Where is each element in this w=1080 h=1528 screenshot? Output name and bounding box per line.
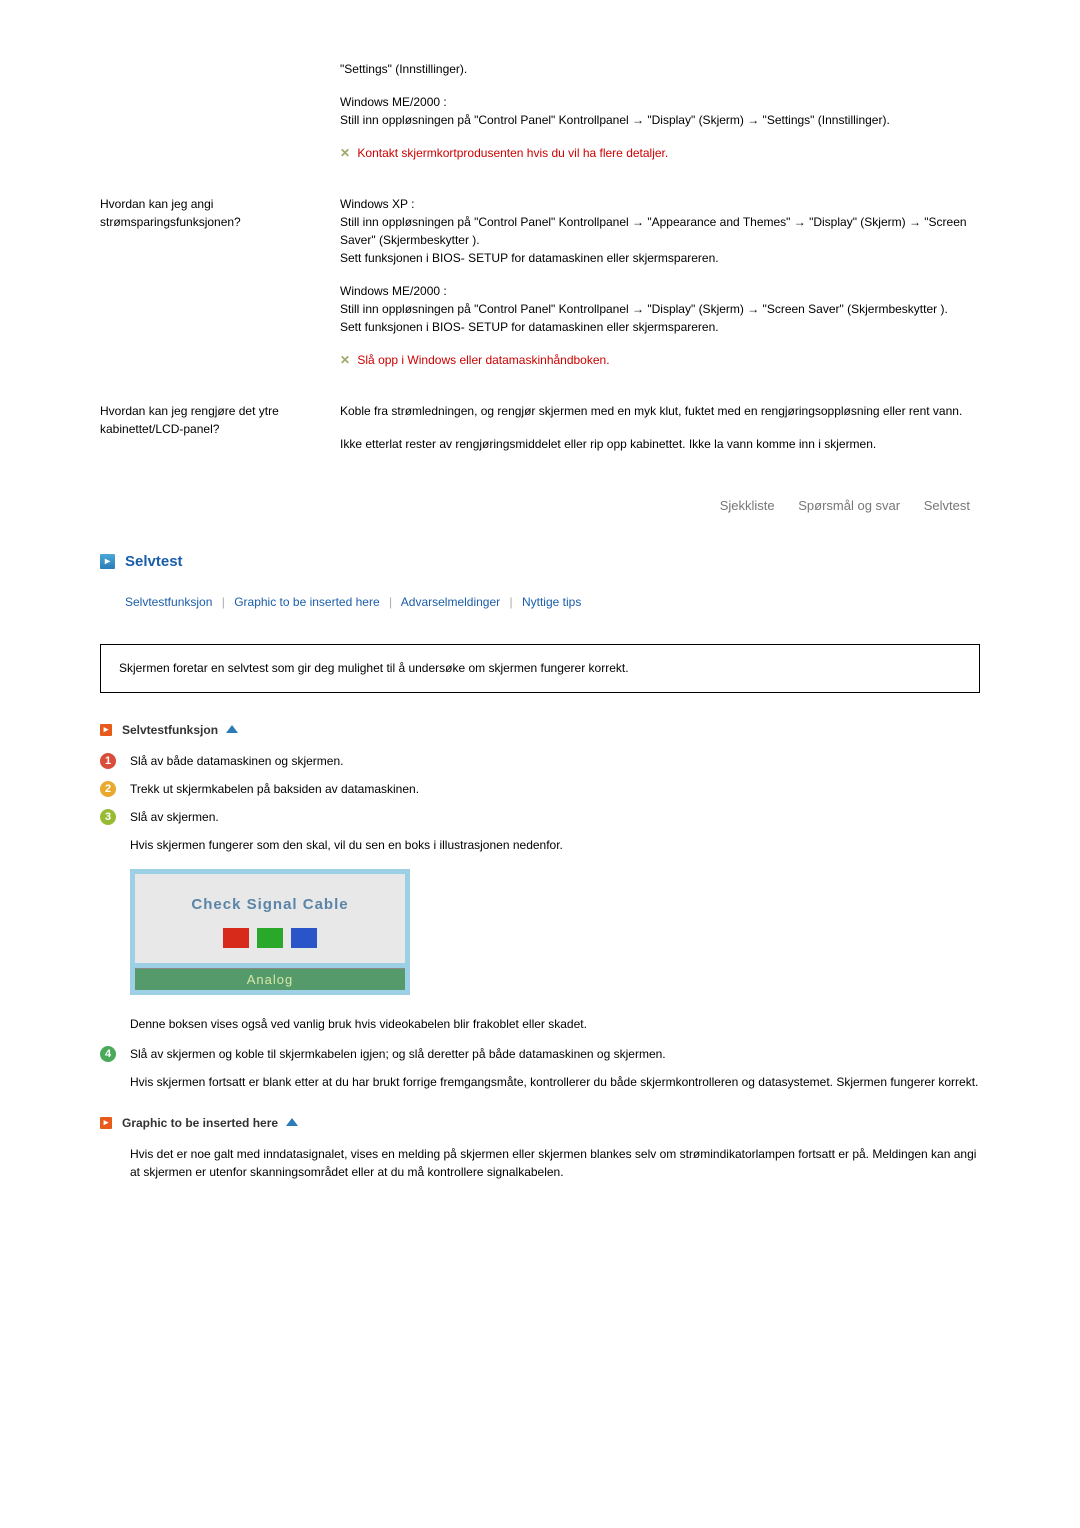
step-number-1-icon: 1: [100, 753, 116, 769]
subsection-body: Hvis det er noe galt med inndatasignalet…: [130, 1145, 980, 1181]
qa-answer-2: Koble fra strømledningen, og rengjør skj…: [340, 402, 980, 468]
arrow-icon: ▸: [100, 554, 115, 569]
step-number-2-icon: 2: [100, 781, 116, 797]
qa-row-continuation: "Settings" (Innstillinger). Windows ME/2…: [100, 60, 980, 177]
step-1: 1 Slå av både datamaskinen og skjermen.: [100, 752, 980, 770]
step-number-3-icon: 3: [100, 809, 116, 825]
qa-table: "Settings" (Innstillinger). Windows ME/2…: [100, 60, 980, 468]
signal-inner: Check Signal Cable: [135, 874, 405, 963]
step-list: 1 Slå av både datamaskinen og skjermen. …: [100, 752, 980, 1091]
answer-text: Ikke etterlat rester av rengjøringsmidde…: [340, 435, 980, 453]
signal-text: Check Signal Cable: [145, 896, 395, 913]
qa-answer-0: "Settings" (Innstillinger). Windows ME/2…: [340, 60, 980, 177]
note-text: Kontakt skjermkortprodusenten hvis du vi…: [340, 144, 980, 162]
subsection-graphic: ▸ Graphic to be inserted here: [100, 1116, 980, 1130]
section-header-selvtest: ▸ Selvtest: [100, 553, 980, 570]
separator: |: [510, 595, 513, 609]
answer-text: Still inn oppløsningen på "Control Panel…: [340, 113, 890, 127]
step-number-4-icon: 4: [100, 1046, 116, 1062]
sublink-selvtestfunksjon[interactable]: Selvtestfunksjon: [125, 595, 212, 609]
os-title: Windows ME/2000 :: [340, 284, 447, 298]
qa-row-powersave: Hvordan kan jeg angi strømsparingsfunksj…: [100, 195, 980, 384]
step-text: Trekk ut skjermkabelen på baksiden av da…: [130, 780, 980, 798]
subsection-title: Graphic to be inserted here: [122, 1116, 278, 1130]
nav-link-checklist[interactable]: Sjekkliste: [720, 498, 775, 513]
answer-text: Sett funksjonen i BIOS- SETUP for datama…: [340, 320, 719, 334]
sublink-tips[interactable]: Nyttige tips: [522, 595, 581, 609]
answer-block: Windows ME/2000 : Still inn oppløsningen…: [340, 93, 980, 129]
section-title: Selvtest: [125, 553, 183, 570]
rgb-squares: [145, 928, 395, 948]
note-text: Slå opp i Windows eller datamaskinhåndbo…: [340, 351, 980, 369]
blue-square-icon: [291, 928, 317, 948]
sublink-warnings[interactable]: Advarselmeldinger: [401, 595, 500, 609]
nav-link-selftest[interactable]: Selvtest: [924, 498, 970, 513]
step-3: 3 Slå av skjermen.: [100, 808, 980, 826]
step-text: Slå av skjermen og koble til skjermkabel…: [130, 1045, 980, 1063]
qa-question-empty: [100, 60, 340, 177]
info-box: Skjermen foretar en selvtest som gir deg…: [100, 644, 980, 693]
step-4: 4 Slå av skjermen og koble til skjermkab…: [100, 1045, 980, 1063]
step-text: Slå av skjermen.: [130, 808, 980, 826]
qa-row-cleaning: Hvordan kan jeg rengjøre det ytre kabine…: [100, 402, 980, 468]
answer-block: Windows ME/2000 : Still inn oppløsningen…: [340, 282, 980, 336]
answer-text: Still inn oppløsningen på "Control Panel…: [340, 215, 967, 247]
qa-answer-1: Windows XP : Still inn oppløsningen på "…: [340, 195, 980, 384]
subsection-title: Selvtestfunksjon: [122, 723, 218, 737]
triangle-up-icon[interactable]: [226, 725, 238, 733]
step-3-after: Denne boksen vises også ved vanlig bruk …: [130, 1015, 980, 1033]
qa-question: Hvordan kan jeg angi strømsparingsfunksj…: [100, 195, 340, 384]
os-title: Windows XP :: [340, 197, 414, 211]
subsection-selvtestfunksjon: ▸ Selvtestfunksjon: [100, 723, 980, 737]
step-3-body: Hvis skjermen fungerer som den skal, vil…: [130, 836, 980, 854]
step-2: 2 Trekk ut skjermkabelen på baksiden av …: [100, 780, 980, 798]
answer-text: Still inn oppløsningen på "Control Panel…: [340, 302, 948, 316]
answer-text: Koble fra strømledningen, og rengjør skj…: [340, 402, 980, 420]
answer-text: "Settings" (Innstillinger).: [340, 60, 980, 78]
triangle-up-icon[interactable]: [286, 1118, 298, 1126]
step-text: Slå av både datamaskinen og skjermen.: [130, 752, 980, 770]
separator: |: [222, 595, 225, 609]
arrow-icon: ▸: [100, 1117, 112, 1129]
signal-cable-illustration: Check Signal Cable Analog: [130, 869, 410, 995]
qa-question: Hvordan kan jeg rengjøre det ytre kabine…: [100, 402, 340, 468]
sub-nav-links: Selvtestfunksjon | Graphic to be inserte…: [125, 595, 980, 609]
answer-text: Sett funksjonen i BIOS- SETUP for datama…: [340, 251, 719, 265]
separator: |: [389, 595, 392, 609]
red-square-icon: [223, 928, 249, 948]
nav-link-qa[interactable]: Spørsmål og svar: [798, 498, 900, 513]
signal-footer: Analog: [135, 968, 405, 990]
step-4-body: Hvis skjermen fortsatt er blank etter at…: [130, 1073, 980, 1091]
sublink-graphic[interactable]: Graphic to be inserted here: [234, 595, 379, 609]
green-square-icon: [257, 928, 283, 948]
arrow-icon: ▸: [100, 724, 112, 736]
top-nav-links: Sjekkliste Spørsmål og svar Selvtest: [100, 498, 980, 513]
os-title: Windows ME/2000 :: [340, 95, 447, 109]
answer-block: Windows XP : Still inn oppløsningen på "…: [340, 195, 980, 267]
